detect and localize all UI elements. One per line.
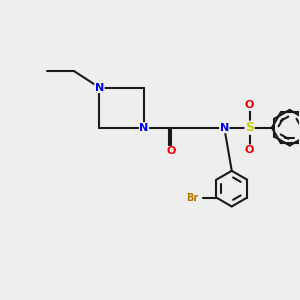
Text: O: O [245,145,254,155]
Text: S: S [245,121,254,134]
Text: O: O [245,100,254,110]
Text: N: N [95,82,104,93]
Text: N: N [220,123,229,133]
Text: N: N [140,123,149,133]
Text: Br: Br [186,193,199,202]
Text: O: O [166,146,176,157]
